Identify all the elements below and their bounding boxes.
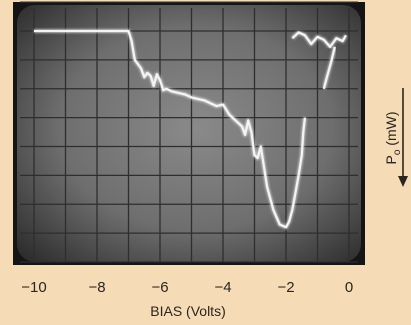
x-tick-label: 0 [345,279,353,296]
y-direction-arrow [398,88,408,187]
trace-line-3 [322,46,336,90]
trace-line-1 [34,29,306,229]
y-axis-label-subscript: o [392,149,403,155]
trace-group [34,29,348,230]
x-tick-labels: −10 −8 −6 −4 −2 0 [21,279,353,296]
x-tick-label: −2 [277,279,294,296]
x-tick-label: −4 [214,279,231,296]
y-axis-label-main: P [383,155,399,164]
oscilloscope-screen [13,2,365,265]
svg-text:Po (mW): Po (mW) [383,112,403,165]
x-tick-label: −10 [21,279,46,296]
y-axis-label: Po (mW) [383,112,403,165]
x-tick-label: −6 [151,279,168,296]
screen-face [17,5,361,262]
x-axis-label: BIAS (Volts) [150,303,225,319]
trace-line-2 [291,31,347,48]
y-axis-label-unit: (mW) [383,112,399,150]
graticule-grid [20,1,358,263]
x-tick-label: −8 [88,279,105,296]
